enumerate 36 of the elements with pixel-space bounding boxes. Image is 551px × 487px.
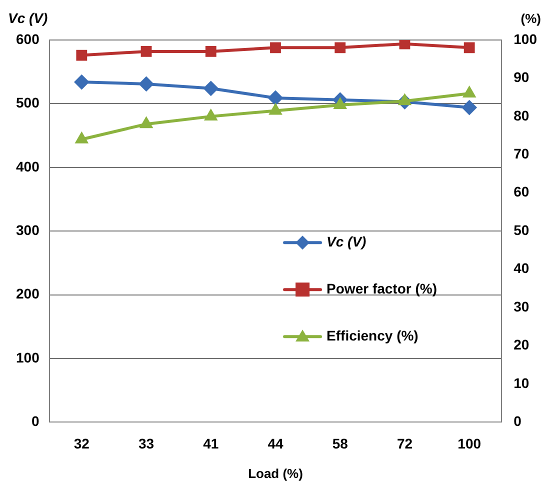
x-tick-label: 100: [458, 435, 482, 452]
x-tick-label: 72: [396, 435, 413, 452]
y-tick-label: 100: [16, 349, 40, 366]
y2-tick-label: 90: [514, 69, 530, 86]
y2-tick-label: 100: [514, 30, 538, 47]
y2-tick-label: 80: [514, 107, 530, 124]
legend-label: Vc (V): [326, 233, 367, 250]
y2-tick-label: 30: [514, 298, 530, 314]
x-tick-label: 32: [74, 435, 90, 452]
x-tick-label: 33: [138, 435, 154, 452]
y2-axis-title: (%): [520, 11, 541, 26]
point: [74, 74, 90, 90]
point: [138, 76, 154, 92]
y-tick-label: 600: [16, 30, 40, 47]
point: [268, 90, 283, 106]
y-tick-label: 200: [16, 286, 40, 302]
y2-tick-label: 60: [514, 184, 530, 200]
y-tick-label: 500: [16, 94, 40, 111]
y2-tick-label: 50: [514, 222, 530, 238]
y2-tick-label: 70: [514, 146, 530, 162]
y2-tick-label: 10: [514, 374, 530, 391]
y2-tick-label: 40: [514, 260, 530, 276]
y-axis-title: Vc (V): [8, 10, 48, 26]
x-axis-title: Load (%): [248, 466, 303, 482]
y-tick-label: 0: [32, 413, 40, 430]
legend-label: Power factor (%): [326, 280, 438, 296]
point: [462, 100, 477, 116]
x-tick-label: 44: [268, 435, 284, 452]
y2-tick-label: 0: [514, 413, 522, 430]
x-tick-label: 41: [203, 435, 219, 452]
y-tick-label: 300: [16, 222, 40, 238]
y2-tick-label: 20: [514, 336, 530, 353]
x-tick-label: 58: [332, 435, 348, 452]
legend-label: Efficiency (%): [326, 327, 418, 344]
point: [203, 80, 218, 96]
y-tick-label: 400: [16, 158, 40, 174]
